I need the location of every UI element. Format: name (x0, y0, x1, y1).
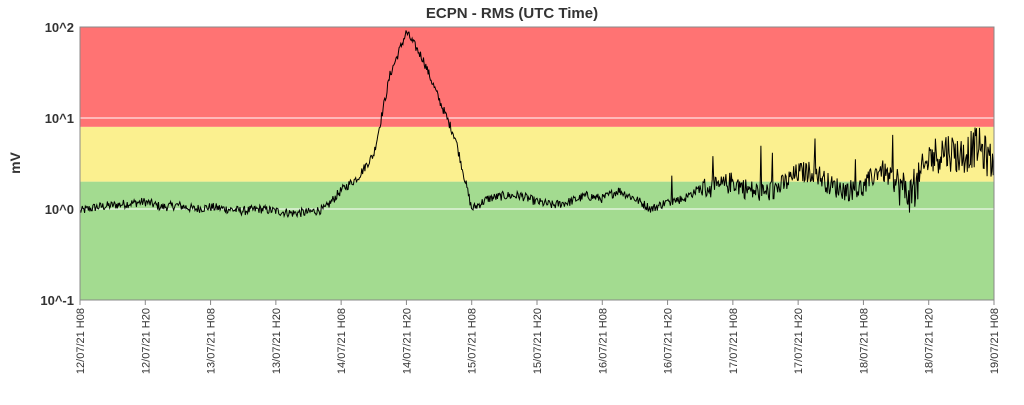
x-tick-label: 18/07/21 H20 (924, 308, 936, 374)
x-tick-label: 13/07/21 H20 (271, 308, 283, 374)
yellow-band (80, 126, 994, 182)
x-tick-label: 15/07/21 H20 (532, 308, 544, 374)
red-band (80, 27, 994, 127)
y-tick-label: 10^0 (45, 202, 74, 217)
x-tick-label: 14/07/21 H08 (336, 308, 348, 374)
x-tick-label: 18/07/21 H08 (858, 308, 870, 374)
x-tick-label: 15/07/21 H08 (467, 308, 479, 374)
chart-title: ECPN - RMS (UTC Time) (426, 5, 598, 22)
x-tick-label: 19/07/21 H08 (989, 308, 1001, 374)
x-tick-label: 12/07/21 H20 (140, 308, 152, 374)
x-tick-label: 16/07/21 H08 (597, 308, 609, 374)
x-tick-label: 13/07/21 H08 (206, 308, 218, 374)
y-axis-label: mV (7, 151, 23, 173)
green-band (80, 181, 994, 300)
y-tick-label: 10^-1 (40, 293, 74, 308)
x-tick-label: 17/07/21 H08 (728, 308, 740, 374)
y-tick-label: 10^2 (45, 20, 74, 35)
x-tick-label: 12/07/21 H08 (75, 308, 87, 374)
x-tick-label: 17/07/21 H20 (793, 308, 805, 374)
series-layer (79, 30, 995, 219)
rms-series-line (79, 30, 995, 219)
x-tick-label: 14/07/21 H20 (401, 308, 413, 374)
y-tick-label: 10^1 (45, 111, 74, 126)
threshold-bands (80, 27, 994, 300)
x-tick-label: 16/07/21 H20 (663, 308, 675, 374)
y-axis-ticks: 10^2 10^1 10^0 10^-1 (40, 20, 74, 308)
x-axis-ticks: 12/07/21 H08 12/07/21 H20 13/07/21 H08 13/0… (75, 300, 1001, 374)
